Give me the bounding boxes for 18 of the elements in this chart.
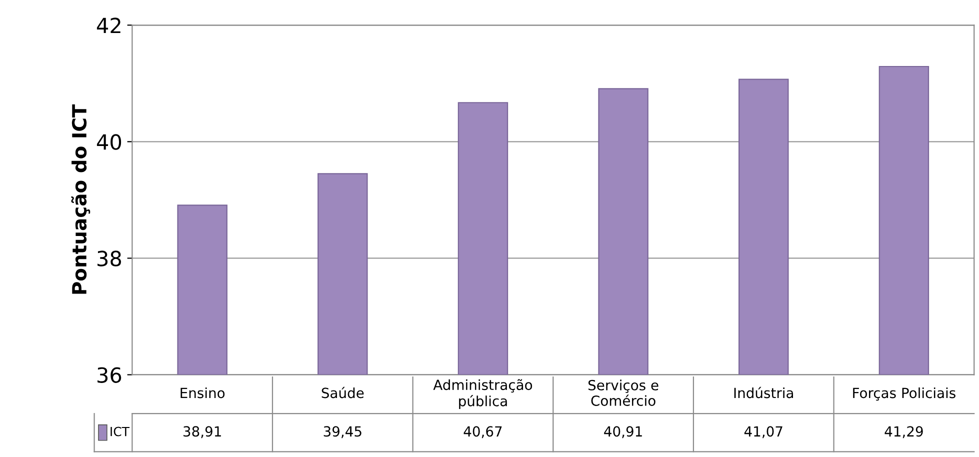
y-tick-label: 42 — [96, 18, 120, 34]
data-label: 41,07 — [744, 426, 782, 438]
data-label: 40,67 — [464, 426, 502, 438]
data-label: 38,91 — [184, 426, 221, 438]
y-tick-label: 36 — [98, 367, 122, 383]
y-tick-label: 40 — [96, 134, 122, 150]
x-tick-label: Serviços e Comércio — [588, 380, 658, 406]
data-label: 39,45 — [324, 426, 362, 438]
data-label: 41,29 — [884, 426, 923, 438]
x-tick-label: Administração pública — [433, 379, 532, 410]
x-tick-label: Ensino — [180, 387, 225, 398]
y-tick-label: 38 — [98, 250, 122, 266]
x-tick-label: Forças Policiais — [853, 387, 956, 401]
y-axis-title: Pontuação do ICT — [71, 104, 90, 294]
x-tick-label: Saúde — [322, 386, 364, 398]
legend-label: ICT — [110, 426, 130, 436]
data-label: 40,91 — [604, 426, 642, 438]
x-tick-label: Indústria — [734, 386, 793, 398]
